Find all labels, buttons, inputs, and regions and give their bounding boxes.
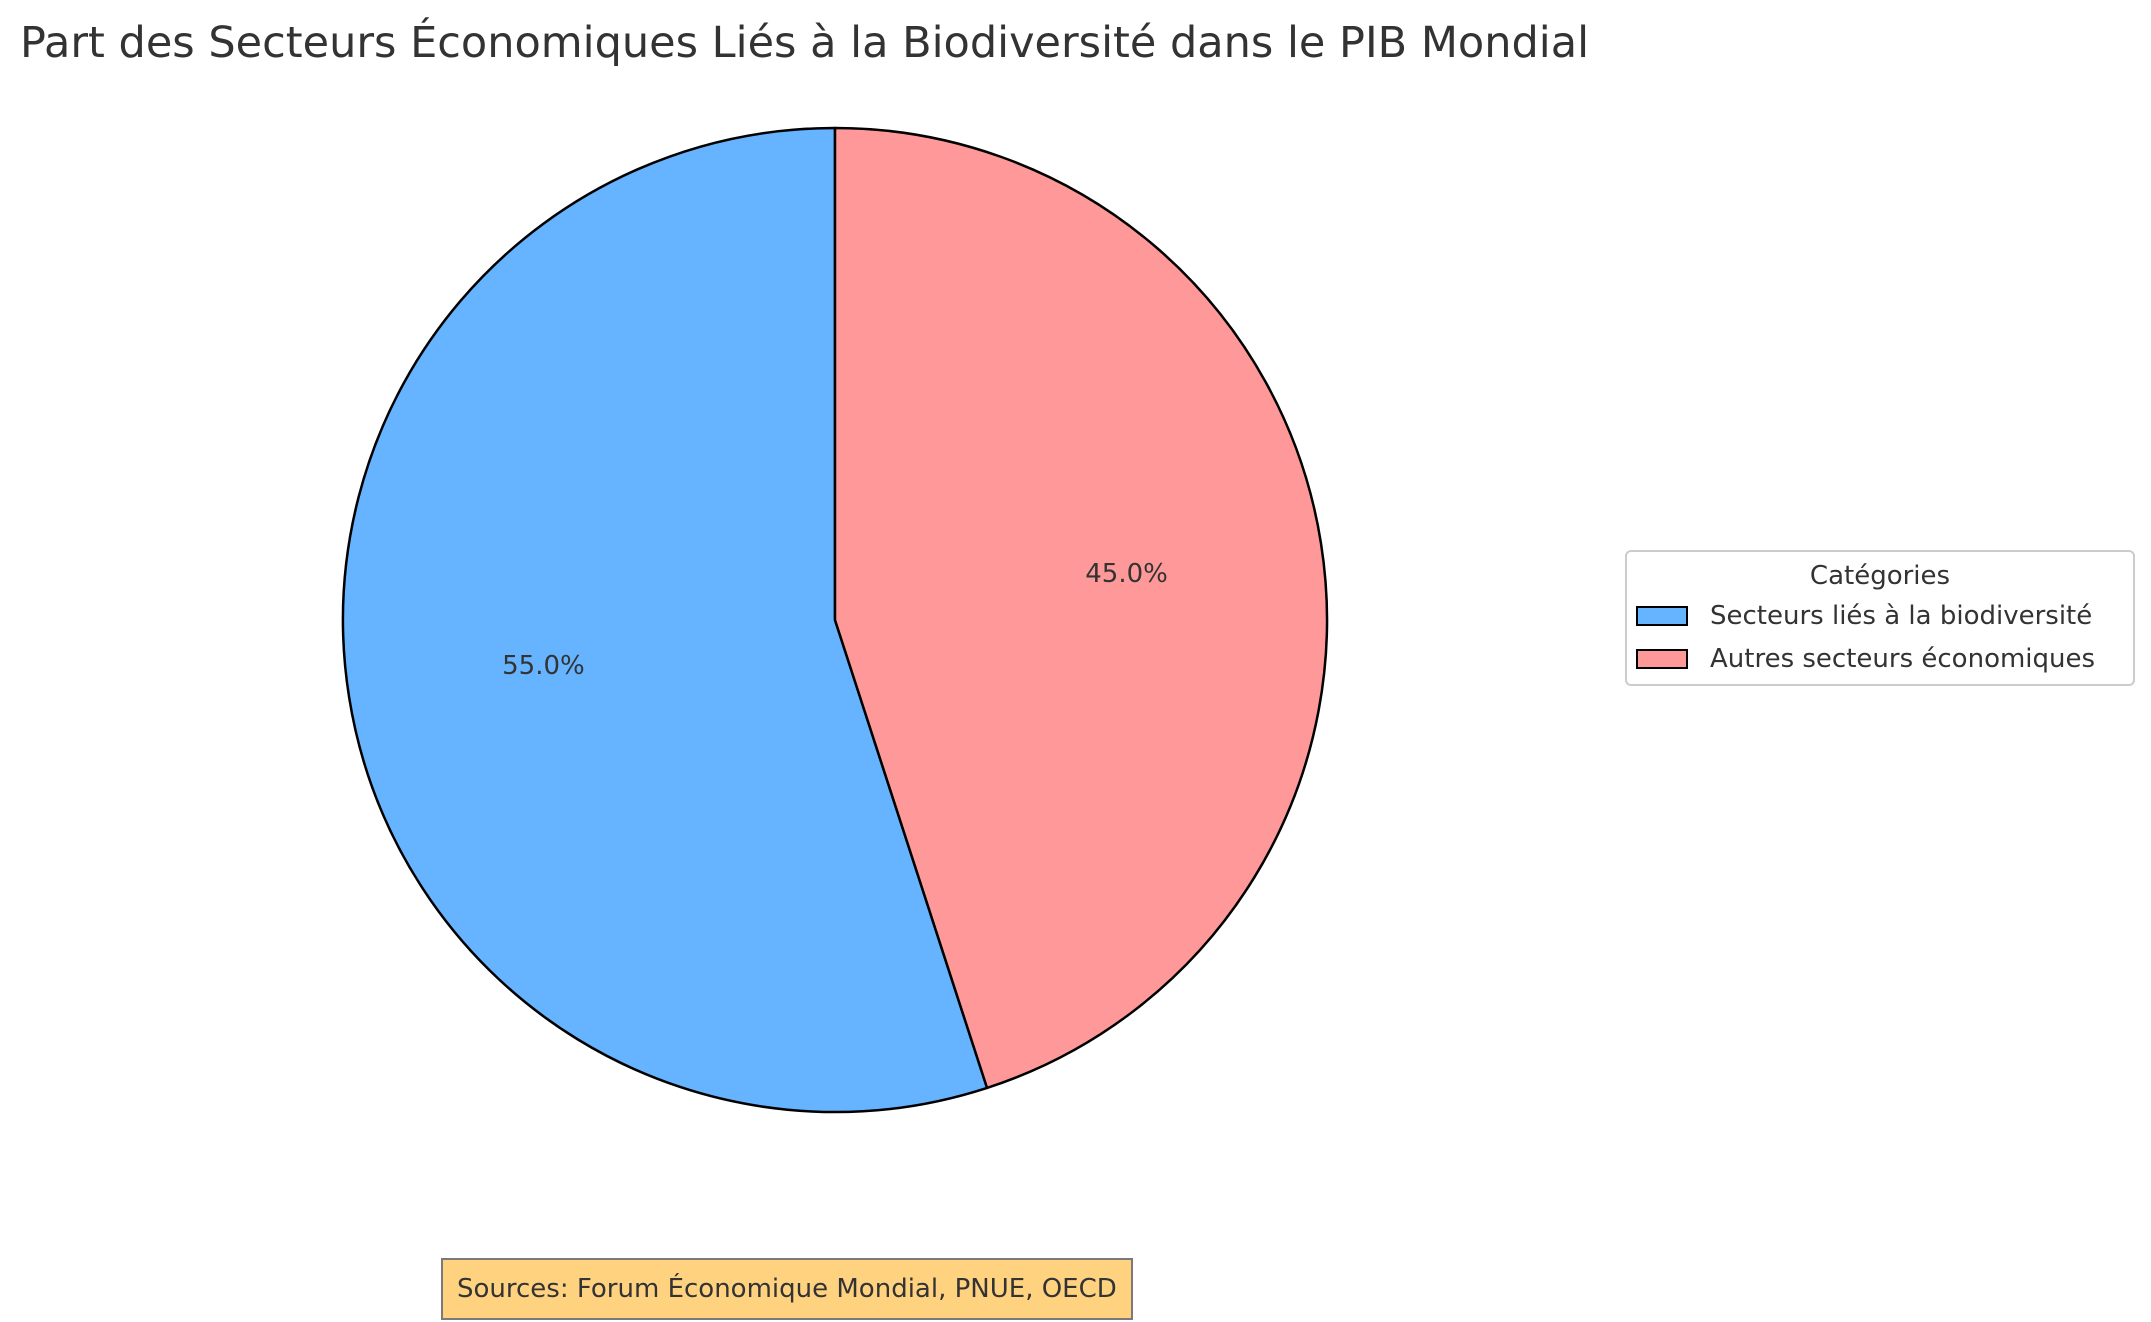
legend-swatch xyxy=(1636,649,1688,669)
pie-slice-2 xyxy=(833,126,1329,1090)
pie-data-label-1: 55.0% xyxy=(502,651,585,681)
legend-label: Autres secteurs économiques xyxy=(1710,644,2096,674)
legend-title: Catégories xyxy=(1809,561,1951,591)
legend-label: Secteurs liés à la biodiversité xyxy=(1710,601,2093,631)
pie-slices xyxy=(341,126,1329,1114)
pie-data-labels: 55.0% 45.0% xyxy=(502,559,1168,681)
legend-item-biodiversity: Secteurs liés à la biodiversité xyxy=(1636,601,2092,631)
legend-item-other-sectors: Autres secteurs économiques xyxy=(1636,644,2095,674)
pie-data-label-2: 45.0% xyxy=(1085,559,1168,589)
legend: Catégories Secteurs liés à la biodiversi… xyxy=(1625,550,2135,686)
sources-annotation: Sources: Forum Économique Mondial, PNUE,… xyxy=(441,1258,1133,1320)
chart-title: Part des Secteurs Économiques Liés à la … xyxy=(20,18,1590,68)
legend-swatch xyxy=(1636,606,1688,626)
pie-slice-1 xyxy=(341,126,989,1114)
